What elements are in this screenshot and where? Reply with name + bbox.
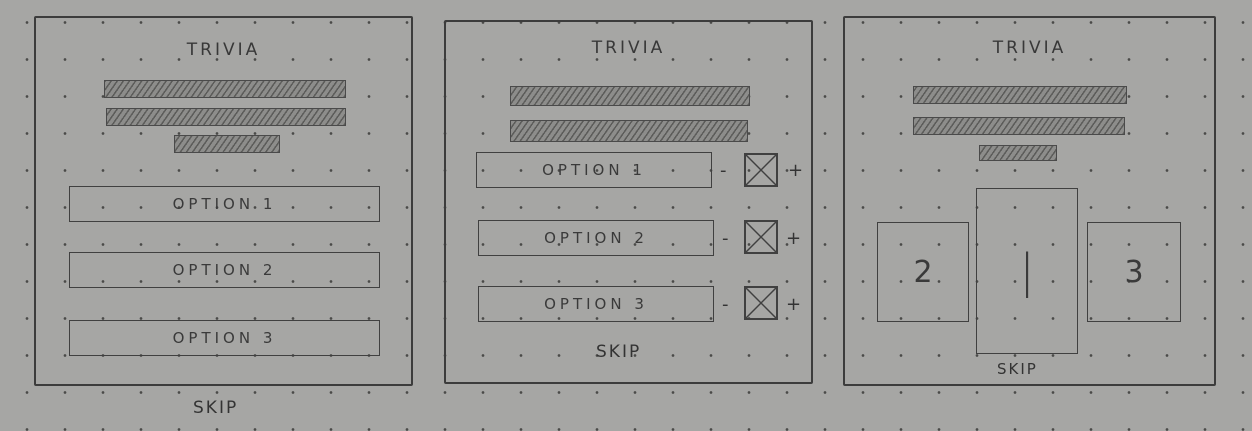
question-text-line-2	[913, 117, 1125, 135]
panel-3-title: TRIVIA	[992, 38, 1067, 58]
panel-2-skip-button[interactable]: SKIP	[596, 342, 642, 362]
answer-card-center-label: |	[1019, 244, 1035, 298]
question-text-line-2	[510, 120, 748, 142]
answer-card-right[interactable]: 3	[1087, 222, 1181, 322]
option-3-button[interactable]: OPTION 3	[478, 286, 714, 322]
option-2-image-placeholder	[744, 220, 778, 254]
question-text-line-2	[106, 108, 346, 126]
panel-1-title: TRIVIA	[186, 40, 261, 60]
option-1-label: OPTION 1	[172, 195, 277, 213]
option-1-button[interactable]: OPTION 1	[476, 152, 712, 188]
answer-card-left[interactable]: 2	[877, 222, 969, 322]
option-3-minus-button[interactable]: -	[722, 294, 729, 315]
answer-card-left-label: 2	[913, 254, 933, 290]
panel-3-frame: TRIVIA 2 | 3 SKIP	[843, 16, 1216, 386]
option-2-minus-button[interactable]: -	[722, 228, 729, 249]
question-text-line-3	[979, 145, 1057, 161]
option-2-button[interactable]: OPTION 2	[478, 220, 714, 256]
option-3-button[interactable]: OPTION 3	[69, 320, 380, 356]
option-2-button[interactable]: OPTION 2	[69, 252, 380, 288]
panel-2-frame: TRIVIA OPTION 1 - + OPTION 2 - + OPTION …	[444, 20, 813, 384]
image-placeholder-icon	[746, 288, 776, 318]
panel-3-skip-button[interactable]: SKIP	[997, 360, 1038, 378]
panel-1-skip-button[interactable]: SKIP	[193, 398, 239, 418]
image-placeholder-icon	[746, 155, 776, 185]
option-1-plus-button[interactable]: +	[788, 160, 804, 181]
option-1-button[interactable]: OPTION 1	[69, 186, 380, 222]
panel-2-title: TRIVIA	[591, 38, 666, 58]
option-3-image-placeholder	[744, 286, 778, 320]
question-text-line-3	[174, 135, 280, 153]
panel-1-frame: TRIVIA OPTION 1 OPTION 2 OPTION 3	[34, 16, 413, 386]
option-2-label: OPTION 2	[544, 229, 648, 247]
question-text-line-1	[104, 80, 346, 98]
option-2-label: OPTION 2	[172, 261, 277, 279]
option-3-label: OPTION 3	[544, 295, 648, 313]
answer-card-center[interactable]: |	[976, 188, 1078, 354]
option-2-plus-button[interactable]: +	[786, 228, 802, 249]
image-placeholder-icon	[746, 222, 776, 252]
question-text-line-1	[510, 86, 750, 106]
option-3-plus-button[interactable]: +	[786, 294, 802, 315]
option-3-label: OPTION 3	[172, 329, 277, 347]
option-1-image-placeholder	[744, 153, 778, 187]
answer-card-right-label: 3	[1124, 254, 1144, 290]
option-1-label: OPTION 1	[542, 161, 646, 179]
option-1-minus-button[interactable]: -	[720, 160, 727, 181]
question-text-line-1	[913, 86, 1127, 104]
